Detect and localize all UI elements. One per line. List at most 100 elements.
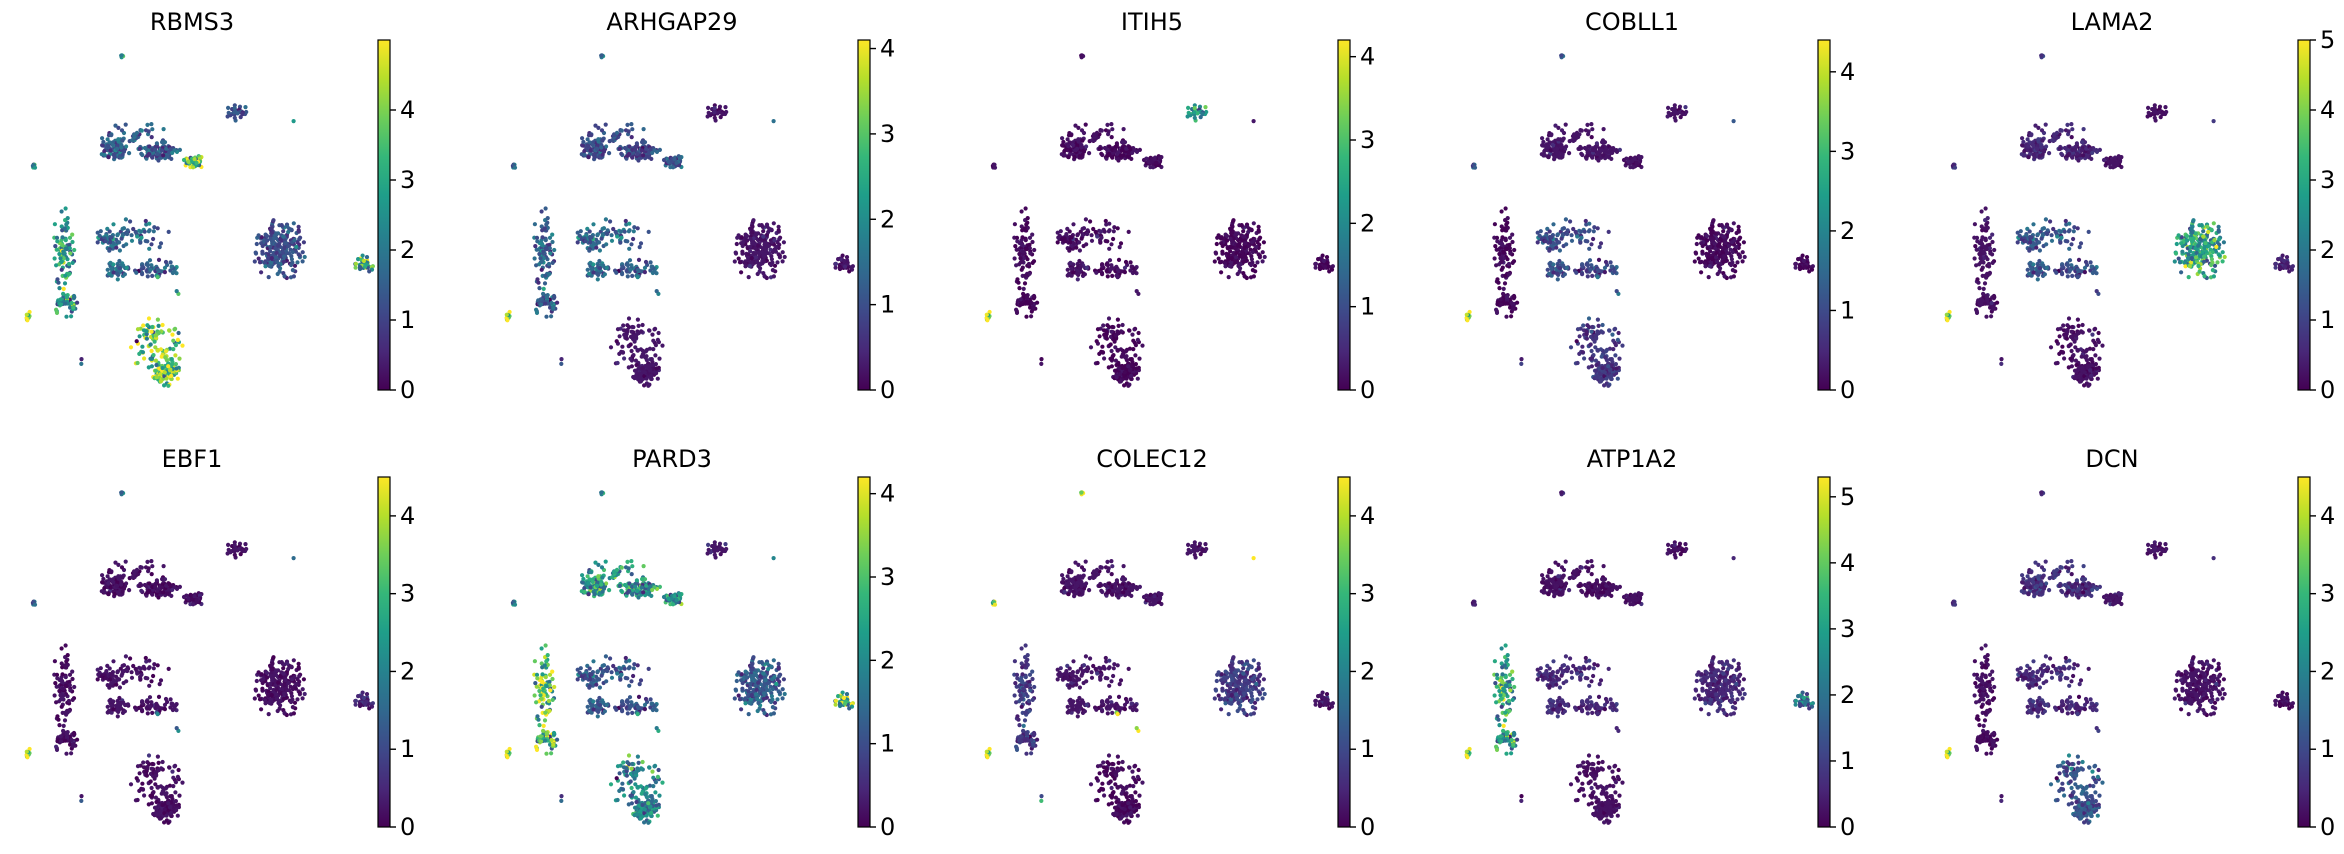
cell-point: [1113, 147, 1118, 152]
cell-point: [1798, 266, 1803, 271]
cell-point: [1241, 259, 1247, 264]
cell-point: [626, 316, 632, 321]
cell-point: [1509, 314, 1514, 319]
cell-point: [70, 239, 75, 245]
cell-point: [283, 241, 288, 246]
cell-point: [712, 110, 717, 115]
cell-point: [262, 261, 268, 266]
cell-point: [1125, 154, 1130, 159]
cell-point: [1111, 229, 1116, 234]
cell-point: [649, 264, 654, 269]
cell-point: [54, 307, 59, 312]
cell-point: [609, 238, 615, 243]
cell-point: [162, 270, 167, 275]
cell-point: [1672, 115, 1677, 120]
cell-point: [174, 366, 179, 371]
cell-point: [1122, 383, 1127, 388]
cell-point: [1249, 262, 1254, 268]
cell-point: [1621, 157, 1627, 163]
cell-point: [1254, 244, 1259, 249]
cell-point: [550, 232, 555, 237]
cell-point: [593, 123, 598, 128]
cell-point: [532, 222, 537, 227]
cell-point: [1055, 240, 1060, 245]
cell-point: [1578, 240, 1583, 245]
cell-point: [635, 267, 640, 272]
cell-point: [1595, 151, 1600, 156]
cell-point: [1507, 242, 1512, 247]
cell-point: [1237, 269, 1242, 274]
cell-point: [580, 143, 585, 148]
cell-point: [292, 238, 297, 243]
cell-point: [740, 249, 745, 254]
cell-point: [1322, 264, 1328, 269]
cell-point: [134, 339, 139, 344]
cell-point: [156, 257, 162, 262]
cell-point: [1807, 269, 1812, 274]
cell-point: [1241, 229, 1246, 234]
cell-point: [161, 127, 166, 132]
cell-point: [1089, 238, 1095, 243]
cell-point: [125, 231, 130, 237]
cell-point: [630, 273, 635, 278]
cell-point: [1313, 261, 1318, 266]
cell-point: [142, 145, 147, 151]
cell-point: [625, 239, 630, 244]
cell-point: [1591, 229, 1596, 234]
cell-point: [110, 142, 115, 147]
cell-point: [754, 250, 759, 255]
cell-point: [586, 143, 591, 149]
cell-point: [1714, 255, 1719, 260]
cell-point: [1716, 263, 1721, 269]
cell-point: [115, 146, 120, 151]
cell-point: [1062, 152, 1067, 157]
cell-point: [276, 243, 281, 248]
cell-point: [1492, 256, 1497, 261]
cell-point: [1228, 249, 1233, 254]
cell-point: [117, 258, 122, 264]
cell-point: [599, 128, 605, 133]
cell-point: [274, 250, 279, 255]
cell-point: [646, 383, 651, 388]
cell-point: [1128, 260, 1133, 265]
cell-point: [1200, 111, 1205, 116]
cell-point: [603, 122, 608, 127]
cell-point: [651, 338, 656, 343]
cell-point: [285, 224, 290, 229]
cell-point: [2020, 136, 2025, 141]
cell-point: [1560, 138, 1565, 143]
cell-point: [271, 218, 276, 223]
cell-point: [270, 239, 275, 244]
cell-point: [723, 105, 728, 110]
cell-point: [1106, 316, 1112, 321]
cell-point: [1031, 293, 1037, 299]
cell-point: [617, 334, 622, 339]
cell-point: [129, 238, 135, 243]
cell-point: [1250, 268, 1255, 273]
cell-point: [1219, 270, 1224, 275]
cell-point: [1508, 251, 1513, 256]
cell-point: [1081, 226, 1087, 231]
cell-point: [756, 243, 761, 248]
cell-point: [1501, 286, 1506, 291]
cell-point: [54, 310, 60, 315]
cell-point: [297, 253, 302, 258]
cell-point: [140, 272, 145, 277]
cell-point: [1564, 242, 1569, 247]
cell-point: [175, 337, 180, 342]
cell-point: [1579, 235, 1584, 240]
cell-point: [1213, 251, 1219, 256]
cell-point: [1609, 357, 1614, 362]
cell-point: [630, 324, 635, 330]
cell-point: [1106, 365, 1111, 370]
cell-point: [1066, 155, 1071, 160]
cell-point: [281, 234, 286, 239]
cell-point: [1595, 317, 1600, 322]
cell-point: [1023, 238, 1028, 243]
cell-point: [291, 119, 296, 124]
cell-point: [290, 268, 295, 273]
cell-point: [269, 226, 274, 231]
cell-point: [597, 248, 602, 253]
cell-point: [1549, 266, 1554, 271]
